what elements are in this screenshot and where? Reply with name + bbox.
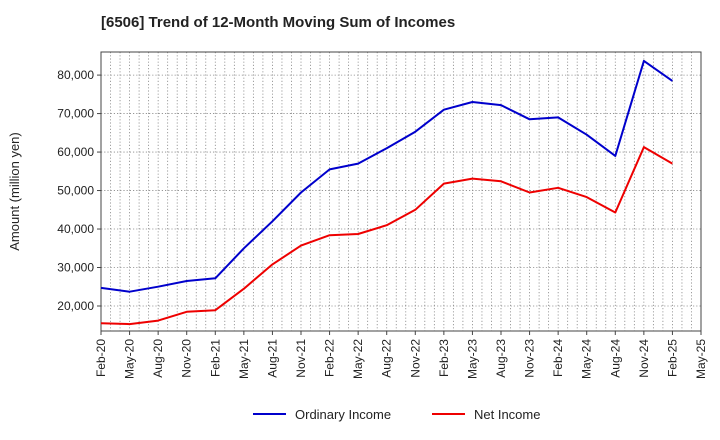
y-tick-label: 60,000	[57, 145, 94, 159]
y-axis-ticks: 20,000 30,000 40,000 50,000 60,000 70,000 80,0…	[57, 68, 101, 313]
x-tick-label: Aug-21	[265, 339, 279, 378]
legend: Ordinary Income Net Income	[253, 407, 540, 422]
x-tick-label: May-25	[694, 339, 708, 379]
x-tick-label: May-21	[237, 339, 251, 379]
y-tick-label: 70,000	[57, 107, 94, 121]
series-line	[100, 59, 673, 293]
series-line	[100, 146, 673, 326]
x-tick-label: May-20	[123, 339, 137, 379]
grid-lines	[101, 52, 701, 331]
x-tick-label: Nov-20	[180, 339, 194, 378]
x-tick-label: Nov-24	[637, 339, 651, 378]
legend-label: Ordinary Income	[295, 407, 391, 422]
series-lines	[100, 59, 673, 326]
x-tick-label: Feb-21	[208, 339, 222, 377]
x-axis-ticks: Feb-20 May-20 Aug-20 Nov-20 Feb-21 May-21 Aug-…	[94, 331, 708, 379]
legend-label: Net Income	[474, 407, 540, 422]
y-tick-label: 30,000	[57, 261, 94, 275]
x-tick-label: Aug-22	[380, 339, 394, 378]
x-tick-label: Aug-20	[151, 339, 165, 378]
y-tick-label: 20,000	[57, 299, 94, 313]
x-tick-label: Feb-23	[437, 339, 451, 377]
x-tick-label: Aug-23	[494, 339, 508, 378]
x-tick-label: Feb-25	[665, 339, 679, 377]
x-tick-label: May-23	[465, 339, 479, 379]
x-tick-label: Nov-22	[408, 339, 422, 378]
x-tick-label: Aug-24	[608, 339, 622, 378]
y-tick-label: 80,000	[57, 68, 94, 82]
y-tick-label: 50,000	[57, 184, 94, 198]
x-tick-label: May-24	[580, 339, 594, 379]
chart-title: [6506] Trend of 12-Month Moving Sum of I…	[101, 14, 456, 31]
x-tick-label: May-22	[351, 339, 365, 379]
x-tick-label: Nov-21	[294, 339, 308, 378]
plot-area-frame	[100, 51, 702, 332]
x-tick-label: Nov-23	[523, 339, 537, 378]
y-tick-label: 40,000	[57, 222, 94, 236]
x-tick-label: Feb-24	[551, 339, 565, 377]
x-tick-label: Feb-22	[323, 339, 337, 377]
y-axis-label: Amount (million yen)	[7, 132, 22, 251]
x-tick-label: Feb-20	[94, 339, 108, 377]
